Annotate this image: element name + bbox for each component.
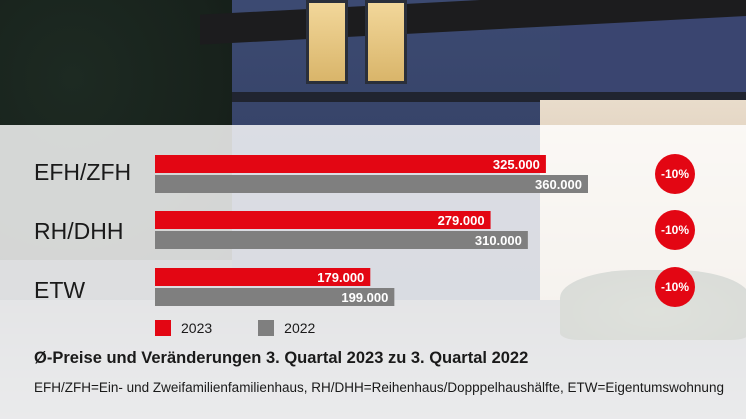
abbreviation-note: EFH/ZFH=Ein- und Zweifamilienfamilienhau… [34, 380, 724, 395]
bar-2023 [155, 211, 491, 229]
change-badge [655, 267, 695, 307]
bar-value-label: 325.000 [493, 157, 540, 172]
category-label: ETW [34, 277, 86, 303]
bar-value-label: 310.000 [475, 233, 522, 248]
bar-value-label: 199.000 [341, 290, 388, 305]
bar-2022 [155, 288, 395, 306]
change-badge-label: -10% [661, 223, 689, 237]
legend-item-2022: 2022 [258, 320, 315, 336]
bar-value-label: 279.000 [438, 213, 485, 228]
bar-2022 [155, 175, 588, 193]
legend-label: 2022 [284, 320, 316, 336]
bar-2022 [155, 231, 528, 249]
bar-2023 [155, 268, 371, 286]
category-label: EFH/ZFH [34, 159, 132, 185]
bar-value-label: 360.000 [535, 177, 582, 192]
window [306, 0, 348, 84]
category-label: RH/DHH [34, 218, 124, 244]
bar-2023 [155, 155, 546, 173]
change-badge [655, 154, 695, 194]
bar-value-label: 179.000 [317, 270, 364, 285]
legend: 2023 2022 [155, 320, 361, 336]
legend-item-2023: 2023 [155, 320, 212, 336]
change-badge-label: -10% [661, 167, 689, 181]
legend-swatch [155, 320, 171, 336]
legend-swatch [258, 320, 275, 336]
chart-title: Ø-Preise und Veränderungen 3. Quartal 20… [34, 349, 529, 367]
legend-label: 2023 [181, 320, 213, 336]
window [365, 0, 407, 84]
change-badge-label: -10% [661, 280, 689, 294]
info-panel [0, 125, 746, 419]
change-badge [655, 210, 695, 250]
eave [232, 92, 746, 102]
